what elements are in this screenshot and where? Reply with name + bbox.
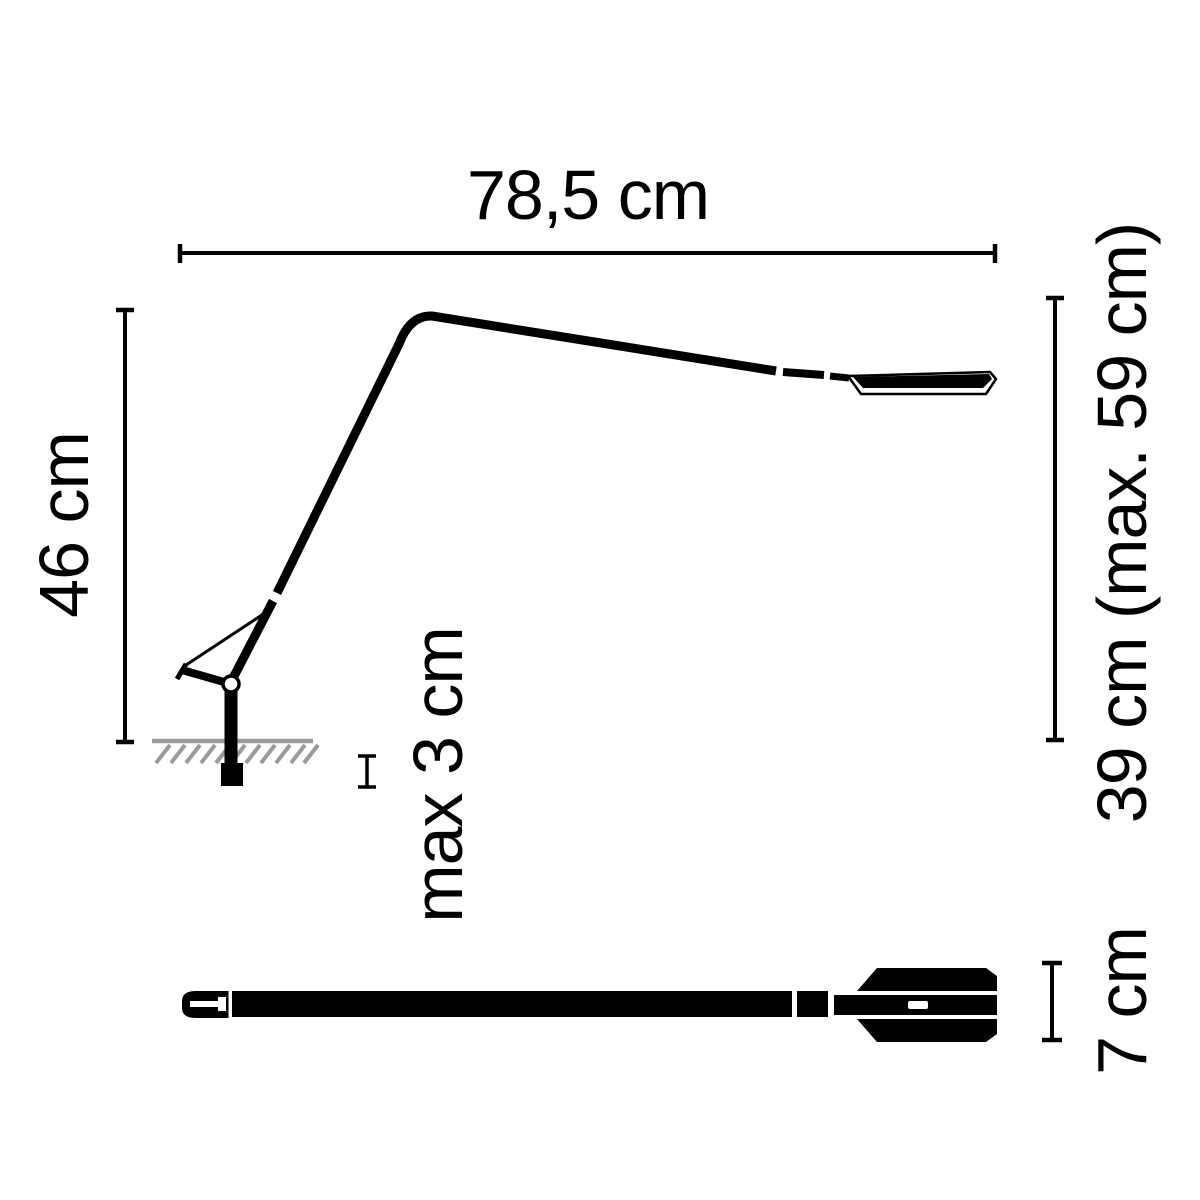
head-width-dimension-line — [1042, 960, 1062, 1043]
end-cap-slot — [190, 1001, 220, 1007]
arm-bar — [232, 991, 792, 1017]
end-cap-slot-head — [218, 997, 226, 1011]
head-neck-slot — [908, 1001, 928, 1009]
lamp-head-body — [853, 374, 992, 388]
head-flare-lower — [857, 1019, 997, 1042]
lamp-side-view — [174, 311, 998, 786]
arm-head-connector — [829, 372, 850, 382]
head-width-dimension-label: 7 cm — [1083, 927, 1161, 1075]
lower-arm-segment — [227, 598, 277, 685]
arm-joint-segment — [782, 368, 825, 379]
left-height-dimension-label: 46 cm — [25, 432, 103, 618]
right-height-dimension-label: 39 cm (max. 59 cm) — [1083, 223, 1161, 823]
right-height-dimension-line — [1046, 295, 1064, 743]
width-dimension-label: 78,5 cm — [467, 156, 709, 234]
upper-arm — [272, 311, 777, 595]
lamp-top-view — [182, 968, 997, 1042]
head-flare-upper — [857, 968, 997, 991]
surface-thickness-label: max 3 cm — [399, 627, 477, 922]
clamp-block — [221, 763, 243, 786]
mounting-surface-hatch — [152, 738, 320, 765]
width-dimension-line — [177, 244, 998, 263]
arm-joint-segment-top — [797, 991, 828, 1017]
tension-wire — [182, 609, 269, 669]
left-height-dimension-line — [116, 307, 134, 745]
surface-thickness-marker — [358, 754, 376, 789]
pivot-joint — [221, 674, 241, 694]
